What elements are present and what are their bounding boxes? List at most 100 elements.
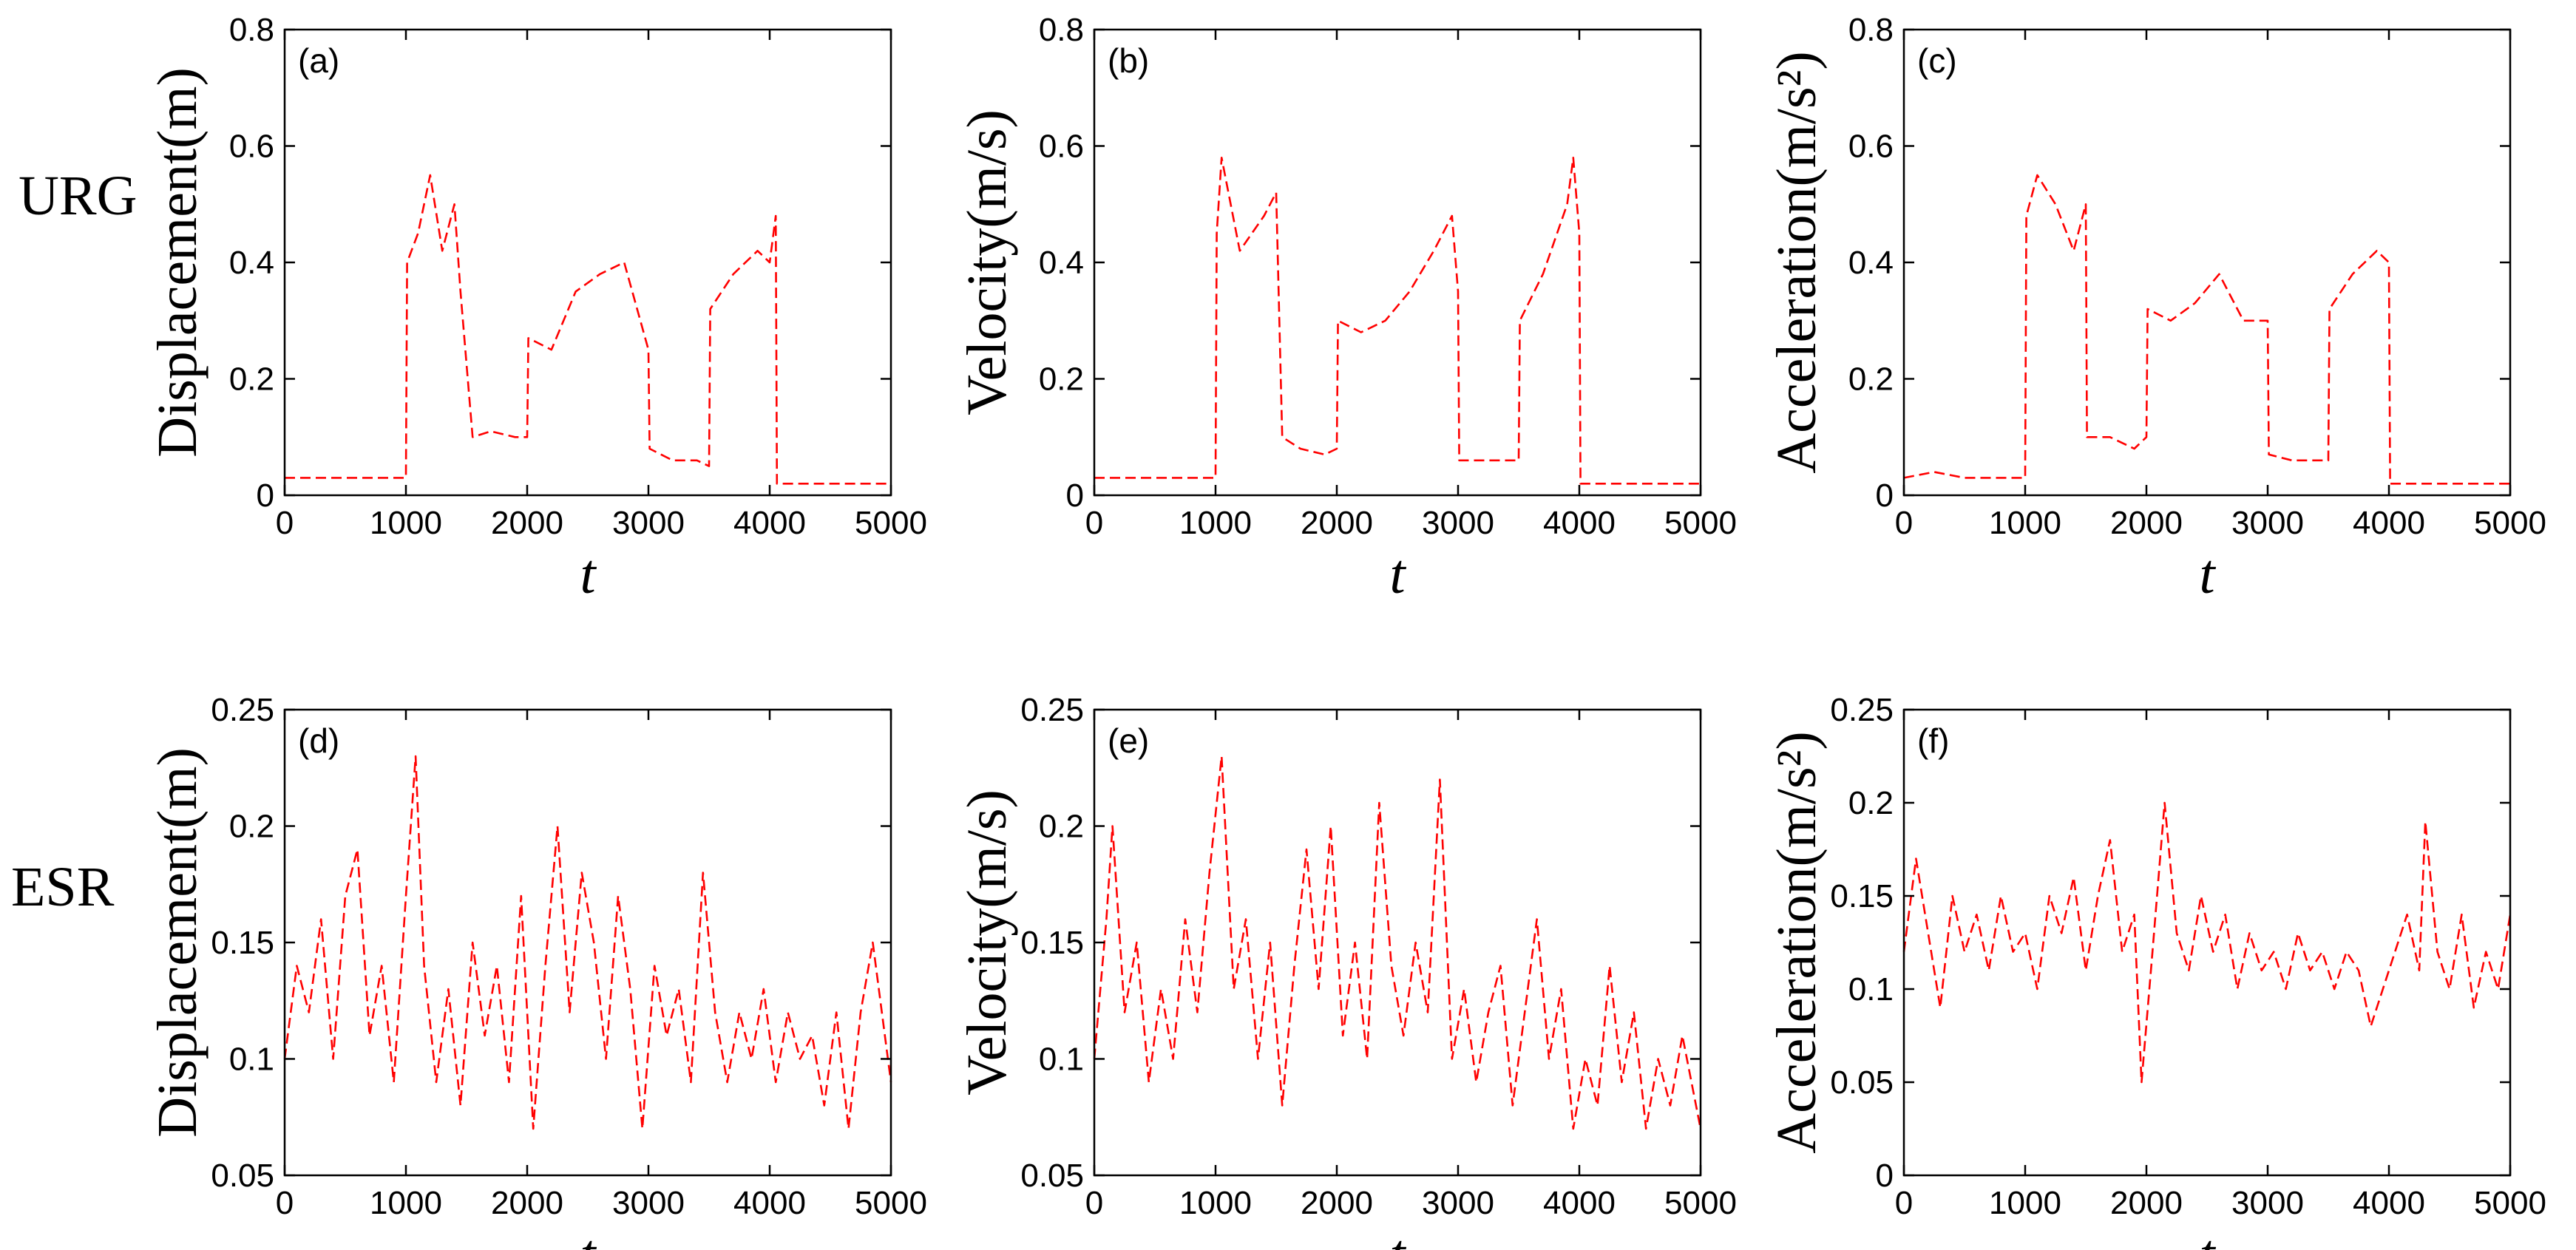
x-tick-label: 3000: [1422, 505, 1494, 541]
x-tick-label: 3000: [612, 505, 685, 541]
x-axis-label: t: [2199, 1223, 2216, 1250]
x-tick-label: 0: [1895, 505, 1913, 541]
x-tick-label: 1000: [1989, 505, 2061, 541]
axes-frame: [1902, 28, 2512, 497]
axes-frame: [1093, 708, 1702, 1177]
x-tick-label: 3000: [612, 1185, 685, 1221]
panels: 0 1000 2000 3000 4000 5000 0 0.2 0.4 0.6 0.8 (a) t Di…: [146, 12, 2546, 1250]
x-tick-label: 2000: [2110, 505, 2183, 541]
series-line: [285, 174, 891, 485]
x-tick-label: 5000: [1664, 1185, 1737, 1221]
y-tick-label: 0.25: [1020, 692, 1084, 728]
x-tick-label: 4000: [1543, 1185, 1616, 1221]
x-tick-label: 1000: [1179, 505, 1252, 541]
x-tick-label: 0: [276, 1185, 294, 1221]
series-line: [283, 755, 892, 1130]
x-tick-label: 2000: [2110, 1185, 2183, 1221]
y-axis-label: Acceleration(m/s²): [1766, 51, 1828, 473]
x-tick-label: 0: [1085, 1185, 1103, 1221]
axes-frame: [1093, 28, 1702, 497]
panel-label: (c): [1917, 41, 1957, 80]
row-label-urg: URG: [18, 165, 137, 227]
x-axis-label: t: [580, 543, 597, 605]
x-tick-label: 1000: [370, 1185, 442, 1221]
panel-label: (a): [298, 41, 339, 80]
x-tick-label: 5000: [1664, 505, 1737, 541]
y-tick-label: 0.15: [1020, 925, 1084, 961]
x-tick-label: 2000: [1301, 505, 1373, 541]
x-tick-label: 0: [1895, 1185, 1913, 1221]
x-axis-label: t: [1389, 1223, 1406, 1250]
x-tick-label: 0: [276, 505, 294, 541]
y-tick-label: 0: [257, 478, 274, 514]
y-tick-label: 0.25: [211, 692, 274, 728]
y-tick-label: 0.05: [1020, 1158, 1084, 1194]
y-tick-label: 0.4: [229, 245, 274, 281]
panel-label: (b): [1108, 41, 1149, 80]
chart-panel: 0 1000 2000 3000 4000 5000 0 0.2 0.4 0.6 0.8 (b) t Ve…: [956, 12, 1737, 605]
x-axis-label: t: [2199, 543, 2216, 605]
y-tick-label: 0.05: [1830, 1064, 1894, 1101]
y-tick-label: 0.2: [1848, 361, 1894, 398]
x-tick-label: 4000: [2353, 1185, 2425, 1221]
y-tick-label: 0.6: [229, 129, 274, 165]
panel-label: (f): [1917, 721, 1949, 760]
y-tick-label: 0.8: [1039, 12, 1084, 48]
x-tick-label: 4000: [2353, 505, 2425, 541]
y-axis-label: Velocity(m/s): [956, 789, 1018, 1096]
chart-panel: 0 1000 2000 3000 4000 5000 0 0.05 0.1 0.15 0.2 0.25…: [1766, 692, 2546, 1250]
y-tick-label: 0.1: [1848, 971, 1894, 1008]
y-tick-label: 0.6: [1039, 129, 1084, 165]
series-line: [1094, 157, 1701, 485]
y-tick-label: 0: [1876, 1158, 1894, 1194]
x-tick-label: 0: [1085, 505, 1103, 541]
x-tick-label: 4000: [733, 505, 806, 541]
x-tick-label: 5000: [2474, 505, 2546, 541]
y-tick-label: 0.1: [229, 1042, 274, 1078]
series-line: [1902, 801, 2512, 1084]
axes-frame: [283, 708, 892, 1177]
x-tick-label: 1000: [1989, 1185, 2061, 1221]
row-label-esr: ESR: [11, 856, 115, 918]
y-tick-label: 0.15: [1830, 878, 1894, 914]
y-tick-label: 0.2: [1848, 785, 1894, 821]
panel-label: (d): [298, 721, 339, 760]
x-tick-label: 2000: [491, 1185, 563, 1221]
x-tick-label: 1000: [370, 505, 442, 541]
y-axis-label: Displacement(m): [146, 747, 209, 1138]
chart-panel: 0 1000 2000 3000 4000 5000 0.05 0.1 0.15 0.2 0.25 (…: [146, 692, 927, 1250]
x-tick-label: 5000: [2474, 1185, 2546, 1221]
axes-frame: [1902, 708, 2512, 1177]
series-line: [1903, 174, 2510, 485]
y-tick-label: 0.8: [1848, 12, 1894, 48]
x-tick-label: 4000: [1543, 505, 1616, 541]
y-tick-label: 0.25: [1830, 692, 1894, 728]
axes-frame: [283, 28, 892, 497]
y-tick-label: 0.4: [1848, 245, 1894, 281]
chart-panel: 0 1000 2000 3000 4000 5000 0.05 0.1 0.15 0.2 0.25 (…: [956, 692, 1737, 1250]
y-tick-label: 0.6: [1848, 129, 1894, 165]
y-tick-label: 0: [1876, 478, 1894, 514]
y-axis-label: Acceleration(m/s²): [1766, 731, 1828, 1153]
x-tick-label: 5000: [855, 505, 927, 541]
y-tick-label: 0: [1066, 478, 1084, 514]
y-axis-label: Velocity(m/s): [956, 109, 1018, 415]
y-tick-label: 0.4: [1039, 245, 1084, 281]
x-tick-label: 3000: [2231, 1185, 2304, 1221]
x-tick-label: 2000: [1301, 1185, 1373, 1221]
y-tick-label: 0.15: [211, 925, 274, 961]
x-tick-label: 3000: [1422, 1185, 1494, 1221]
y-tick-label: 0.1: [1039, 1042, 1084, 1078]
x-tick-label: 1000: [1179, 1185, 1252, 1221]
panel-label: (e): [1108, 721, 1149, 760]
x-tick-label: 4000: [733, 1185, 806, 1221]
x-tick-label: 3000: [2231, 505, 2304, 541]
x-axis-label: t: [580, 1223, 597, 1250]
y-tick-label: 0.2: [229, 809, 274, 845]
chart-panel: 0 1000 2000 3000 4000 5000 0 0.2 0.4 0.6 0.8 (c) t Ac…: [1766, 12, 2546, 605]
row-labels: URG ESR: [11, 165, 137, 918]
series-line: [1093, 755, 1702, 1130]
y-tick-label: 0.05: [211, 1158, 274, 1194]
y-tick-label: 0.2: [1039, 361, 1084, 398]
